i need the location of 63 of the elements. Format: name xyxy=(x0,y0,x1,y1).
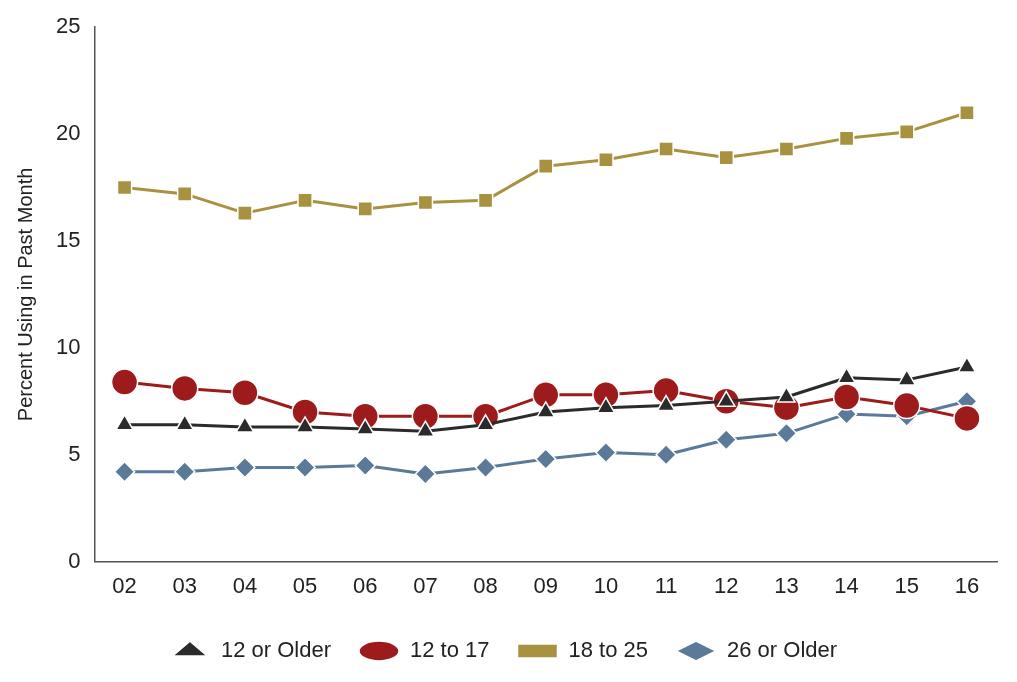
legend-label: 26 or Older xyxy=(727,637,838,663)
y-tick-label: 20 xyxy=(55,120,81,146)
x-tick-label: 11 xyxy=(654,572,678,598)
y-tick-label: 10 xyxy=(55,333,81,359)
y-tick-label: 5 xyxy=(68,440,81,466)
x-tick-label: 06 xyxy=(352,572,378,598)
point xyxy=(297,192,313,209)
point xyxy=(658,141,674,157)
x-tick-label: 04 xyxy=(232,572,258,598)
point xyxy=(291,398,319,426)
point xyxy=(173,461,196,483)
x-tick-label: 10 xyxy=(593,572,619,598)
point xyxy=(534,448,557,470)
point xyxy=(231,378,259,407)
point xyxy=(170,374,199,403)
y-tick-label: 25 xyxy=(55,13,81,39)
point xyxy=(531,381,560,409)
point xyxy=(778,141,795,157)
point xyxy=(537,158,554,174)
point xyxy=(898,124,915,140)
legend-label: 18 to 25 xyxy=(568,637,649,663)
point xyxy=(595,441,617,464)
x-tick-label: 15 xyxy=(894,572,919,598)
point xyxy=(113,461,136,483)
point xyxy=(474,456,497,479)
x-tick-label: 13 xyxy=(774,572,799,598)
point xyxy=(110,368,139,396)
legend-label: 12 or Older xyxy=(220,637,331,663)
x-tick-label: 09 xyxy=(533,572,558,598)
point xyxy=(116,179,133,196)
legend-label: 12 to 17 xyxy=(409,637,490,663)
point xyxy=(237,205,253,221)
point xyxy=(775,422,798,445)
x-tick-label: 14 xyxy=(834,572,859,598)
point xyxy=(357,201,374,217)
point xyxy=(953,404,981,433)
point xyxy=(838,130,855,147)
y-tick-label: 15 xyxy=(55,227,81,253)
point xyxy=(718,149,735,166)
x-tick-label: 12 xyxy=(714,572,739,598)
point xyxy=(477,192,494,209)
x-tick-label: 08 xyxy=(473,572,498,598)
point xyxy=(294,456,316,479)
y-tick-label: 0 xyxy=(68,547,81,573)
point xyxy=(893,391,921,420)
x-tick-label: 16 xyxy=(954,572,980,598)
point xyxy=(354,454,376,477)
point xyxy=(959,104,975,121)
point xyxy=(176,186,193,202)
point xyxy=(655,443,677,466)
point xyxy=(414,463,437,485)
x-tick-label: 03 xyxy=(172,572,197,598)
point xyxy=(234,456,256,479)
point xyxy=(715,429,737,451)
point xyxy=(598,151,614,168)
point xyxy=(411,402,440,430)
x-tick-label: 02 xyxy=(112,572,137,598)
x-tick-label: 07 xyxy=(413,572,438,598)
point xyxy=(652,376,680,405)
y-axis-title: Percent Using in Past Month xyxy=(13,167,36,422)
point xyxy=(832,383,861,411)
x-tick-label: 05 xyxy=(292,572,318,598)
point xyxy=(417,194,434,211)
